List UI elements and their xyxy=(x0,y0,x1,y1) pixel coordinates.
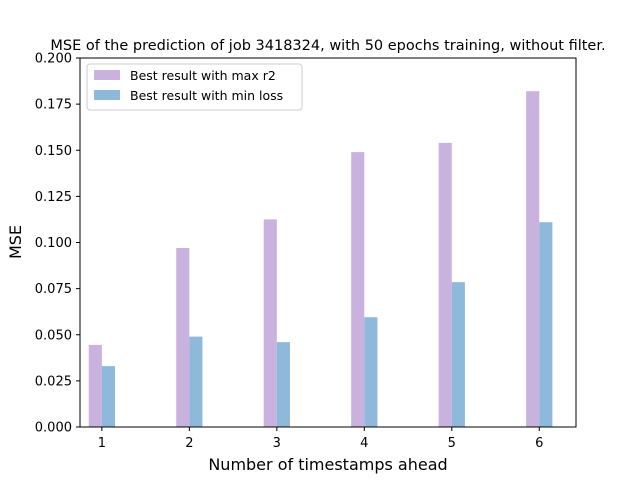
bar-max-r2-4 xyxy=(351,152,365,427)
plot-frame xyxy=(79,57,577,428)
bar-min-loss-3 xyxy=(276,342,290,427)
x-tick-label: 5 xyxy=(448,436,456,451)
x-tick-label: 1 xyxy=(98,436,106,451)
legend: Best result with max r2 Best result with… xyxy=(86,63,303,111)
x-axis-ticks: 1 2 3 4 5 6 xyxy=(98,427,543,451)
y-tick-label: 0.125 xyxy=(35,190,72,205)
x-tick-label: 3 xyxy=(273,436,281,451)
bars-group xyxy=(88,91,553,428)
legend-label-max-r2: Best result with max r2 xyxy=(130,68,276,83)
bar-min-loss-2 xyxy=(189,336,203,427)
chart-title: MSE of the prediction of job 3418324, wi… xyxy=(50,38,605,54)
bar-min-loss-5 xyxy=(451,282,465,427)
bar-max-r2-6 xyxy=(526,91,540,428)
y-tick-label: 0.100 xyxy=(35,236,72,251)
y-tick-label: 0.175 xyxy=(35,98,72,113)
legend-box xyxy=(86,63,303,111)
y-tick-label: 0.050 xyxy=(35,328,72,343)
bar-min-loss-6 xyxy=(539,222,553,427)
bar-max-r2-5 xyxy=(438,142,452,427)
x-tick-label: 4 xyxy=(360,436,368,451)
bar-min-loss-4 xyxy=(364,317,378,427)
x-tick-label: 6 xyxy=(535,436,543,451)
y-axis-ticks: 0.000 0.025 0.050 0.075 0.100 0.125 0.150 0.175… xyxy=(35,52,80,436)
x-axis-label: Number of timestamps ahead xyxy=(208,455,447,474)
y-tick-label: 0.025 xyxy=(35,374,72,389)
x-tick-label: 2 xyxy=(185,436,193,451)
bar-max-r2-2 xyxy=(176,248,190,427)
y-tick-label: 0.150 xyxy=(35,144,72,159)
y-tick-label: 0.000 xyxy=(35,421,72,436)
bar-max-r2-3 xyxy=(263,219,277,427)
bar-min-loss-1 xyxy=(101,366,115,427)
y-tick-label: 0.075 xyxy=(35,282,72,297)
legend-label-min-loss: Best result with min loss xyxy=(130,88,283,103)
legend-swatch-min-loss xyxy=(94,90,120,100)
bar-max-r2-1 xyxy=(88,344,102,427)
y-tick-label: 0.200 xyxy=(35,52,72,67)
legend-swatch-max-r2 xyxy=(94,70,120,80)
y-axis-label: MSE xyxy=(6,225,25,259)
